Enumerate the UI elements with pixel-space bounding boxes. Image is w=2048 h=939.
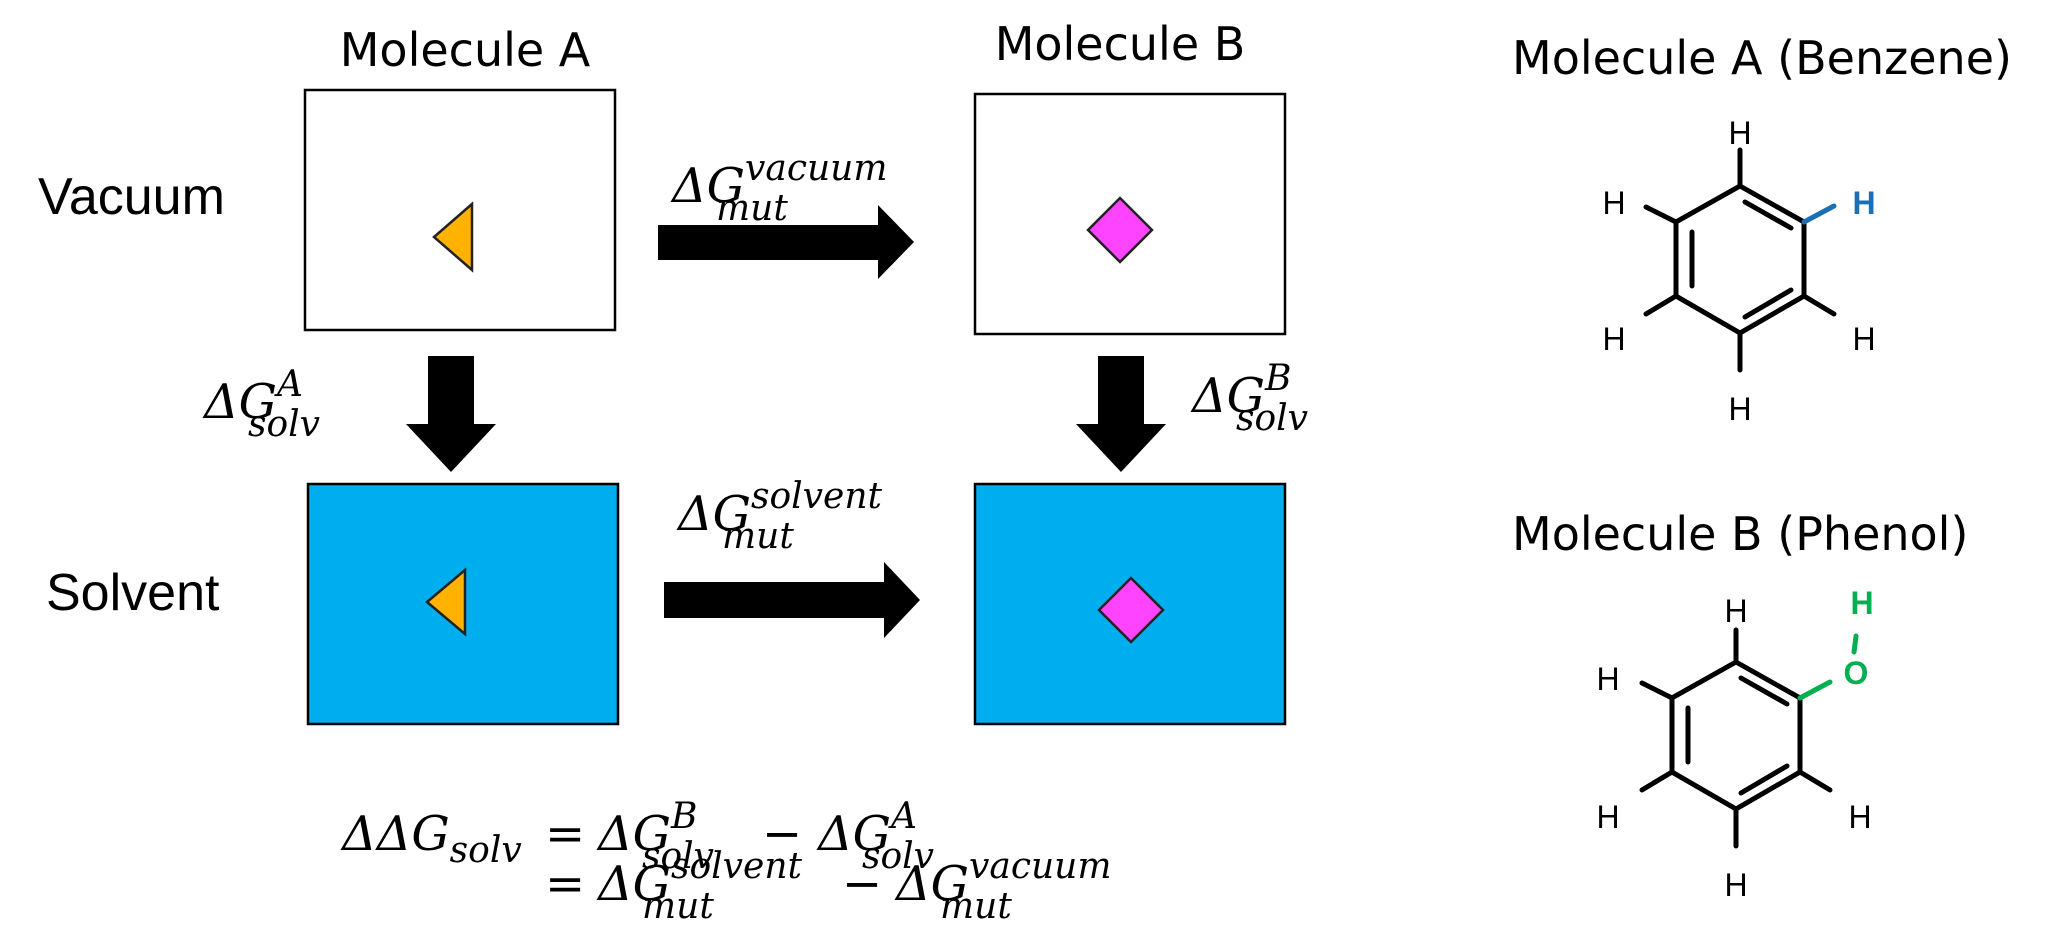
label-dg-solv-a: ΔGA solv [202,364,320,445]
phenol-atom-h: H [1724,867,1747,903]
phenol-structure: H H H H H O H [1596,585,1873,903]
phenol-title: Molecule B (Phenol) [1512,507,1968,561]
phenol-atom-h-hydroxyl: H [1850,585,1873,621]
molecule-a-triangle-solvent [425,567,467,637]
phenol-atom-h: H [1596,661,1619,697]
benzene-atom-h: H [1728,115,1751,151]
molecule-b-diamond-solvent [1097,576,1165,644]
vacuum-box-a [303,88,617,332]
molecule-b-diamond-vacuum [1086,196,1154,264]
label-dg-solv-b: ΔGB solv [1190,358,1308,439]
molecule-a-triangle-vacuum [432,201,474,273]
arrow-mut-solvent [664,562,920,638]
benzene-atom-h-highlight: H [1852,185,1875,221]
arrow-solv-b [1076,356,1166,472]
benzene-structure: H H H H H H [1602,115,1875,427]
phenol-atom-h: H [1596,799,1619,835]
equation-line-1: ΔΔGsolv = ΔGB solv − ΔGA solv [340,796,934,877]
molecule-b-column-label: Molecule B [995,17,1246,71]
benzene-atom-h: H [1852,321,1875,357]
arrow-mut-vacuum [658,205,914,279]
phenol-atom-o: O [1844,655,1869,691]
phenol-atom-h: H [1724,593,1747,629]
equation-line-2: = ΔGsolvent mut − ΔGvacuum mut [545,846,1112,927]
phenol-atom-h: H [1848,799,1871,835]
label-dg-mut-solvent: ΔGsolvent mut [676,476,883,557]
molecule-a-column-label: Molecule A [340,23,591,77]
benzene-atom-h: H [1602,185,1625,221]
arrow-solv-a [406,356,496,472]
benzene-atom-h: H [1728,391,1751,427]
benzene-title: Molecule A (Benzene) [1512,31,2012,85]
label-dg-mut-vacuum: ΔGvacuum mut [670,148,888,229]
benzene-atom-h: H [1602,321,1625,357]
solvent-row-label: Solvent [46,564,220,622]
vacuum-row-label: Vacuum [38,168,225,226]
